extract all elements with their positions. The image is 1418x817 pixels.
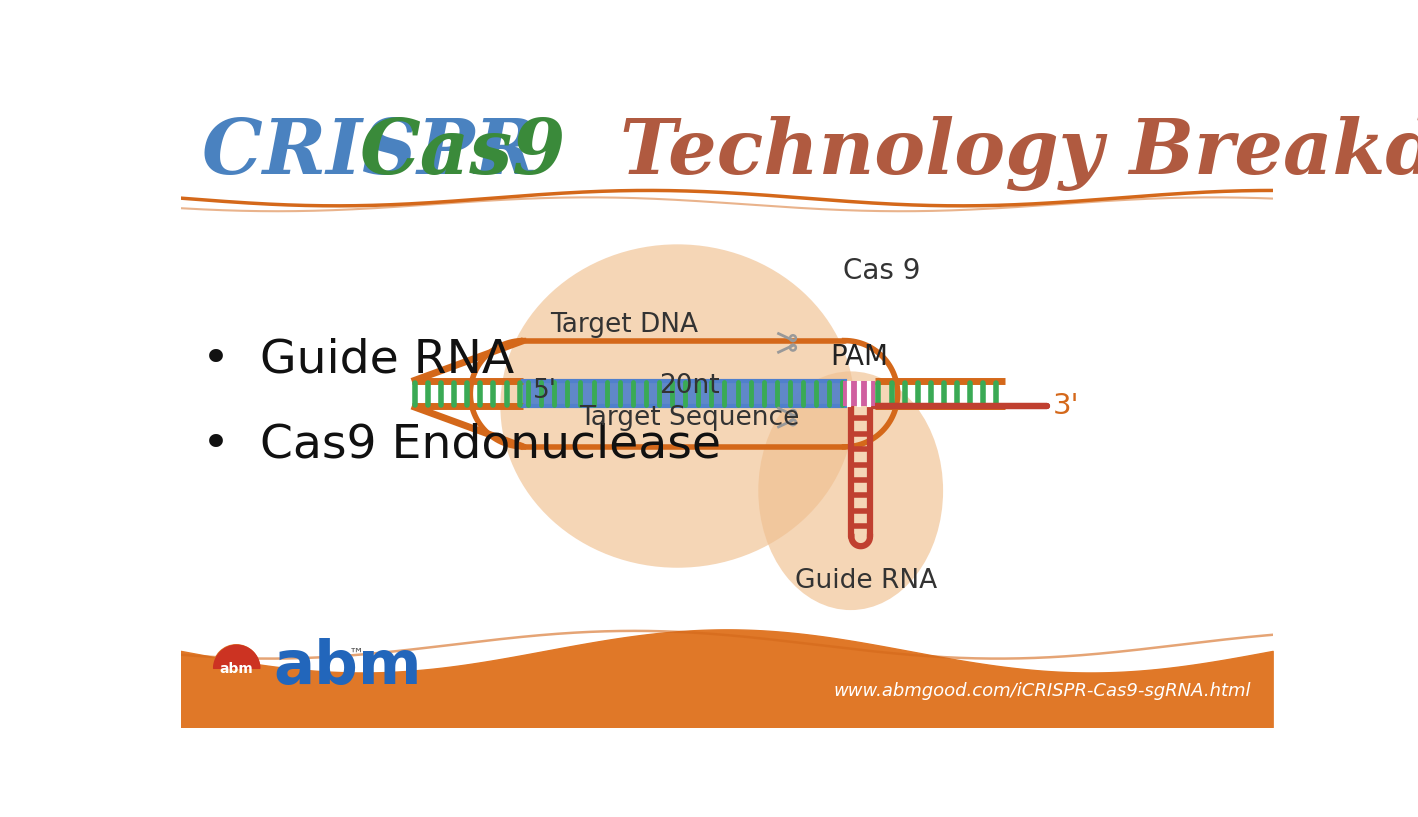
Text: 3': 3' bbox=[1052, 392, 1079, 420]
Ellipse shape bbox=[759, 372, 943, 610]
Text: 5': 5' bbox=[533, 378, 557, 404]
Text: abm: abm bbox=[274, 638, 421, 698]
Text: Target DNA: Target DNA bbox=[550, 312, 699, 338]
Text: CRISPR: CRISPR bbox=[203, 117, 564, 190]
Text: Guide RNA: Guide RNA bbox=[795, 568, 937, 594]
Text: Cas 9: Cas 9 bbox=[842, 257, 920, 285]
Text: •  Cas9 Endonuclease: • Cas9 Endonuclease bbox=[203, 422, 722, 467]
Text: Target Sequence: Target Sequence bbox=[579, 404, 800, 431]
Text: abm: abm bbox=[220, 663, 252, 676]
Text: ™: ™ bbox=[349, 646, 364, 662]
Bar bbox=[842, 382, 875, 406]
Text: 20nt: 20nt bbox=[659, 373, 719, 399]
Text: www.abmgood.com/iCRISPR-Cas9-sgRNA.html: www.abmgood.com/iCRISPR-Cas9-sgRNA.html bbox=[834, 682, 1251, 700]
Text: Cas9: Cas9 bbox=[359, 117, 566, 190]
Text: •  Guide RNA: • Guide RNA bbox=[203, 337, 515, 382]
Ellipse shape bbox=[501, 244, 855, 568]
Text: PAM: PAM bbox=[830, 342, 888, 371]
Text: Technology Breakdown: Technology Breakdown bbox=[620, 116, 1418, 191]
Circle shape bbox=[213, 645, 259, 691]
